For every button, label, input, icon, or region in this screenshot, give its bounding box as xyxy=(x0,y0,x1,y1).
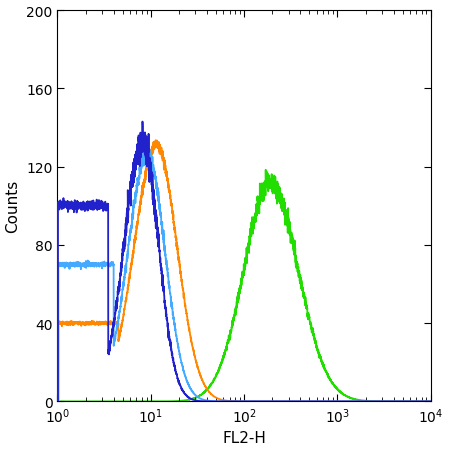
Y-axis label: Counts: Counts xyxy=(5,179,21,233)
X-axis label: FL2-H: FL2-H xyxy=(222,431,266,446)
